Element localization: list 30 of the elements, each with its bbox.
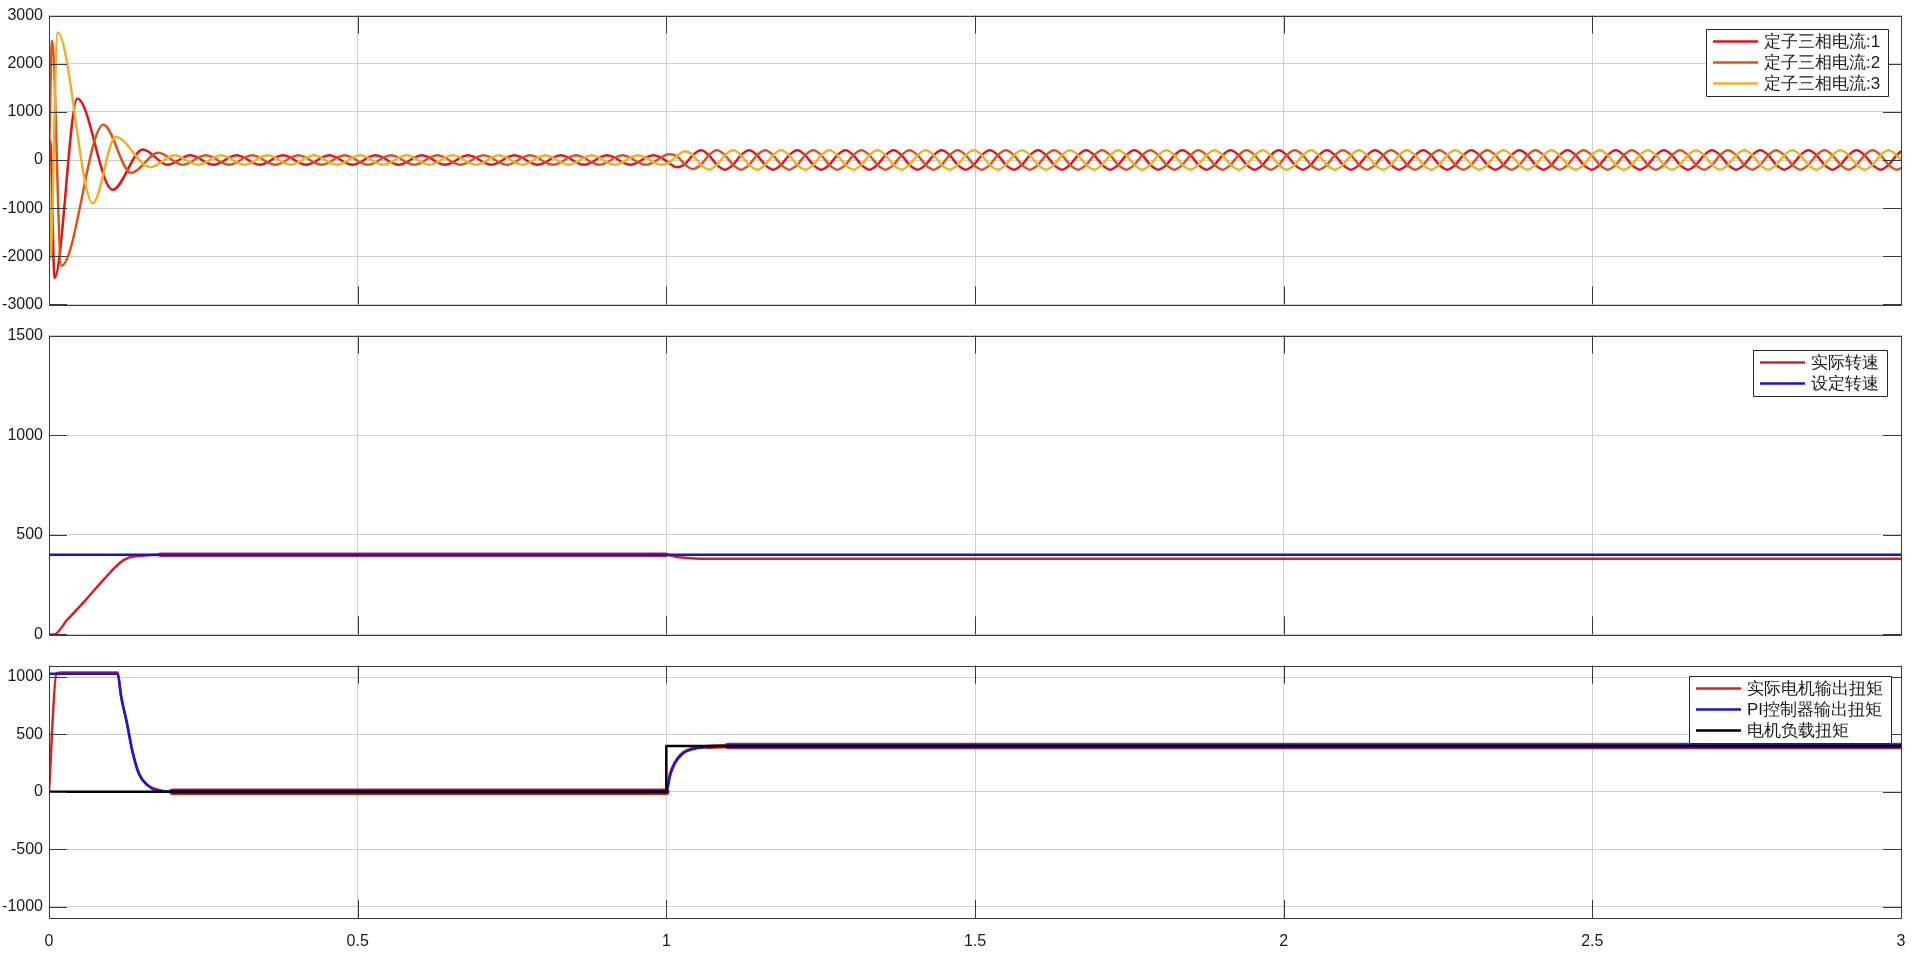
x-tick-label: 2 <box>1279 932 1289 950</box>
y-tick-label: 1000 <box>7 667 44 685</box>
x-tick-label: 0.5 <box>346 932 369 950</box>
y-tick-label: -1000 <box>2 896 44 914</box>
y-tick-label: 0 <box>34 782 44 800</box>
x-tick-label: 3 <box>1896 932 1906 950</box>
legend-label: 电机负载扭矩 <box>1747 721 1849 741</box>
y-tick-label: -2000 <box>2 246 44 264</box>
legend-label: 实际电机输出扭矩 <box>1747 679 1883 699</box>
y-tick-label: 3000 <box>7 6 44 24</box>
x-tick-label: 2.5 <box>1581 932 1604 950</box>
legend-label: 实际转速 <box>1811 353 1879 373</box>
y-tick-label: 1000 <box>7 425 44 443</box>
y-tick-label: 500 <box>16 525 44 543</box>
y-tick-label: 0 <box>34 150 44 168</box>
legend-label: PI控制器输出扭矩 <box>1747 700 1883 720</box>
y-tick-label: 500 <box>16 724 44 742</box>
y-tick-label: -3000 <box>2 294 44 312</box>
y-tick-label: 1000 <box>7 102 44 120</box>
legend-label: 设定转速 <box>1811 374 1879 394</box>
x-tick-label: 1.5 <box>963 932 987 950</box>
y-tick-label: -500 <box>10 839 44 857</box>
legend-label: 定子三相电流:2 <box>1764 53 1881 73</box>
y-tick-label: 2000 <box>7 54 44 72</box>
legend-label: 定子三相电流:3 <box>1764 74 1881 94</box>
legend-label: 定子三相电流:1 <box>1764 32 1881 52</box>
x-tick-label: 1 <box>661 932 671 950</box>
y-tick-label: -1000 <box>2 198 44 216</box>
y-tick-label: 0 <box>34 624 44 642</box>
y-tick-label: 1500 <box>7 326 44 344</box>
